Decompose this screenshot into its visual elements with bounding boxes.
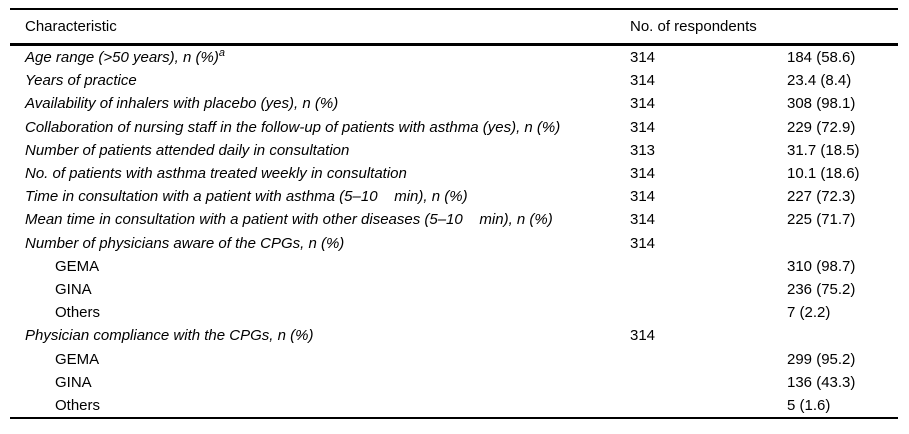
table-subrow: GINA 236 (75.2)	[10, 278, 898, 301]
row-value: 308 (98.1)	[787, 96, 856, 112]
table-subrow: GEMA 299 (95.2)	[10, 347, 898, 370]
row-respondents: 314	[630, 119, 656, 135]
table-row: Time in consultation with a patient with…	[10, 185, 898, 208]
table-subrow: GINA 136 (43.3)	[10, 371, 898, 394]
row-value: 310 (98.7)	[787, 258, 856, 274]
row-value: 184 (58.6)	[787, 50, 856, 66]
row-label: GEMA	[55, 351, 100, 367]
table-subrow: GEMA 310 (98.7)	[10, 255, 898, 278]
row-value: 10.1 (18.6)	[787, 166, 860, 182]
row-value: 5 (1.6)	[787, 397, 831, 413]
row-label-text: Age range (>50 years), n (%)	[25, 50, 219, 66]
row-value: 23.4 (8.4)	[787, 73, 852, 89]
row-label: Number of physicians aware of the CPGs, …	[25, 235, 345, 251]
header-respondents: No. of respondents	[630, 19, 757, 34]
table-subrow: Others 5 (1.6)	[10, 394, 898, 417]
row-label: Number of patients attended daily in con…	[25, 142, 350, 158]
row-respondents: 314	[630, 96, 656, 112]
row-label: Physician compliance with the CPGs, n (%…	[25, 328, 314, 344]
row-value: 236 (75.2)	[787, 281, 856, 297]
row-value: 7 (2.2)	[787, 305, 831, 321]
row-value: 229 (72.9)	[787, 119, 856, 135]
row-label: Years of practice	[25, 73, 137, 89]
row-respondents: 314	[630, 166, 656, 182]
footnote-marker: a	[218, 50, 225, 60]
table-row: Physician compliance with the CPGs, n (%…	[10, 324, 898, 347]
table-row: Years of practice 314 23.4 (8.4)	[10, 69, 898, 92]
table-subrow: Others 7 (2.2)	[10, 301, 898, 324]
row-label: GINA	[55, 281, 92, 297]
row-label: No. of patients with asthma treated week…	[25, 166, 407, 182]
characteristics-table: Characteristic No. of respondents Age ra…	[10, 8, 898, 419]
row-value: 299 (95.2)	[787, 351, 856, 367]
row-label: Mean time in consultation with a patient…	[25, 212, 553, 228]
table-row: Collaboration of nursing staff in the fo…	[10, 116, 898, 139]
header-characteristic: Characteristic	[25, 19, 117, 34]
table-row: Age range (>50 years), n (%)a 314 184 (5…	[10, 46, 898, 69]
row-respondents: 314	[630, 212, 656, 228]
table-row: Availability of inhalers with placebo (y…	[10, 92, 898, 115]
row-respondents: 314	[630, 50, 656, 66]
row-label: GINA	[55, 374, 92, 390]
row-label: Age range (>50 years), n (%)a	[10, 50, 630, 65]
table-row: Mean time in consultation with a patient…	[10, 208, 898, 231]
row-respondents: 313	[630, 142, 656, 158]
row-value: 227 (72.3)	[787, 189, 856, 205]
row-respondents: 314	[630, 189, 656, 205]
row-respondents: 314	[630, 73, 656, 89]
row-label: Time in consultation with a patient with…	[25, 189, 468, 205]
table-row: Number of physicians aware of the CPGs, …	[10, 232, 898, 255]
row-value: 136 (43.3)	[787, 374, 856, 390]
row-value: 225 (71.7)	[787, 212, 856, 228]
row-label: Collaboration of nursing staff in the fo…	[25, 119, 561, 135]
row-label: Others	[55, 305, 101, 321]
row-value: 31.7 (18.5)	[787, 142, 860, 158]
row-label: Others	[55, 397, 101, 413]
row-respondents: 314	[630, 328, 656, 344]
table-row: Number of patients attended daily in con…	[10, 139, 898, 162]
table-header-row: Characteristic No. of respondents	[10, 10, 898, 46]
table-row: No. of patients with asthma treated week…	[10, 162, 898, 185]
row-respondents: 314	[630, 235, 656, 251]
row-label: GEMA	[55, 258, 100, 274]
row-label: Availability of inhalers with placebo (y…	[25, 96, 339, 112]
